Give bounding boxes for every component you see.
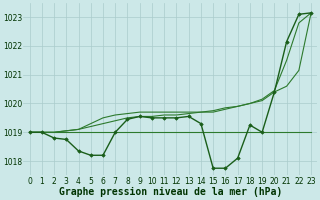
X-axis label: Graphe pression niveau de la mer (hPa): Graphe pression niveau de la mer (hPa)	[59, 187, 282, 197]
